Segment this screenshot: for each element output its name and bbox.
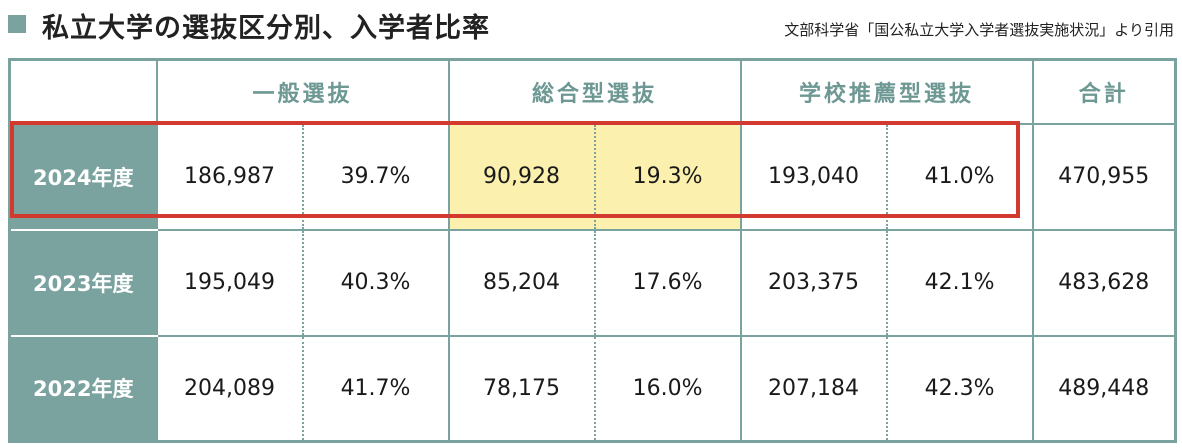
total-cell: 489,448 (1058, 375, 1150, 401)
recommendation-count-cell: 207,184 (740, 335, 888, 442)
comprehensive-count-cell: 90,928 (448, 123, 596, 231)
comprehensive-count-cell: 85,204 (448, 229, 596, 337)
source-note: 文部科学省「国公私立大学入学者選抜実施状況」より引用 (784, 21, 1174, 39)
row-header-year: 2024年度 (9, 123, 158, 231)
general-count-cell: 195,049 (156, 229, 304, 337)
recommendation-percent-cell: 42.1% (886, 229, 1034, 337)
table-corner-cell (9, 59, 158, 125)
total-cell: 470,955 (1032, 123, 1176, 231)
column-header-comprehensive: 総合型選抜 (448, 59, 742, 125)
page-title: 私立大学の選抜区分別、入学者比率 (42, 13, 490, 44)
comprehensive-percent-cell: 16.0% (594, 335, 742, 442)
general-count-cell: 204,089 (156, 335, 304, 442)
recommendation-percent-cell: 41.0% (886, 123, 1034, 231)
column-header-general: 一般選抜 (156, 59, 450, 125)
recommendation-count-cell: 193,040 (740, 123, 888, 231)
table-row: 2023年度 195,049 40.3% 85,204 17.6% 203,37… (9, 229, 1176, 337)
comprehensive-count-cell: 78,175 (448, 335, 596, 442)
general-percent-cell: 41.7% (302, 335, 450, 442)
column-header-total: 合計 (1032, 59, 1176, 125)
total-cell: 483,628 (1032, 229, 1176, 337)
general-count-cell: 186,987 (156, 123, 304, 231)
recommendation-percent-cell: 42.3% (886, 335, 1034, 442)
general-percent-cell: 40.3% (302, 229, 450, 337)
recommendation-count-cell: 203,375 (740, 229, 888, 337)
header: 私立大学の選抜区分別、入学者比率 文部科学省「国公私立大学入学者選抜実施状況」よ… (0, 0, 1182, 54)
data-table: 一般選抜 総合型選抜 学校推薦型選抜 合計 2024年度 186,987 39.… (8, 58, 1178, 443)
title-square-icon (8, 15, 26, 33)
general-percent-cell: 39.7% (302, 123, 450, 231)
comprehensive-percent-cell: 19.3% (594, 123, 742, 231)
comprehensive-percent-cell: 17.6% (594, 229, 742, 337)
column-header-recommendation: 学校推薦型選抜 (740, 59, 1034, 125)
table-header-row: 一般選抜 総合型選抜 学校推薦型選抜 合計 (9, 59, 1176, 125)
table-row: 2024年度 186,987 39.7% 90,928 19.3% 193,04… (9, 123, 1176, 231)
table-row: 2022年度 204,089 41.7% 78,175 16.0% 207,18… (9, 335, 1176, 442)
data-table-container: 一般選抜 総合型選抜 学校推薦型選抜 合計 2024年度 186,987 39.… (8, 58, 1178, 443)
row-header-year: 2023年度 (9, 229, 158, 337)
row-header-year: 2022年度 (9, 335, 158, 442)
